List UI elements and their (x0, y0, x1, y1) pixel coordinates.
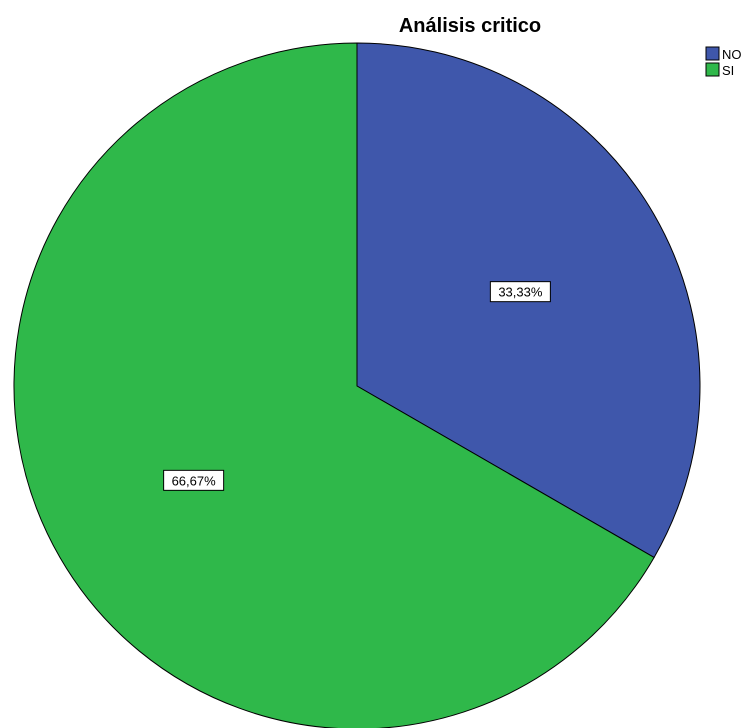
legend-label-no: NO (722, 47, 742, 62)
legend-swatch-no (705, 46, 720, 61)
pie-slice-si (13, 42, 655, 728)
pie-labels: 33,33% 66,67% (163, 281, 551, 491)
legend-item-no: NO (705, 46, 742, 62)
legend-swatch-si (705, 62, 720, 77)
chart-title: Análisis critico (399, 15, 541, 37)
data-label-no: 33,33% (489, 281, 551, 303)
legend-label-si: SI (722, 63, 734, 78)
pie-slices (13, 42, 701, 728)
data-label-box-si (163, 469, 225, 491)
legend: NO SI (705, 46, 742, 78)
data-label-text-si: 66,67% (172, 473, 217, 488)
legend-item-si: SI (705, 62, 734, 78)
data-label-si: 66,67% (163, 469, 225, 491)
data-label-box-no (489, 281, 551, 303)
data-label-text-no: 33,33% (498, 285, 543, 300)
